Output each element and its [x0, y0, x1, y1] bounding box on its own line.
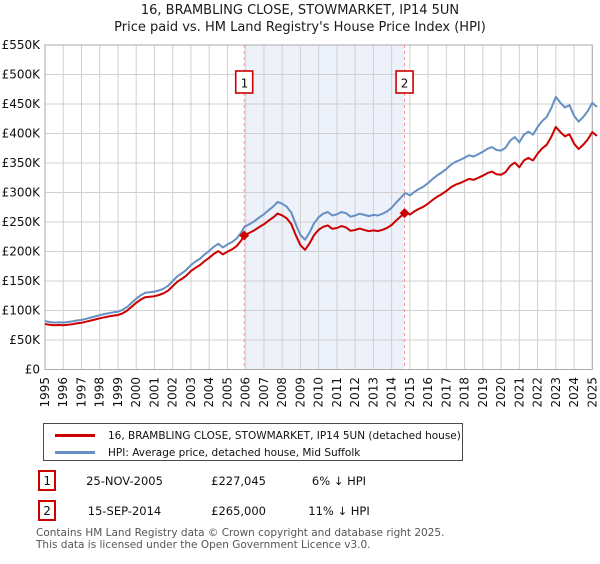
legend-label-hpi: HPI: Average price, detached house, Mid … [108, 446, 361, 459]
x-tick-label: 2019 [476, 377, 490, 408]
sale-flag-label-1: 1 [240, 76, 248, 91]
transaction-2-price: £265,000 [211, 504, 266, 518]
x-tick-label: 2008 [275, 377, 289, 408]
x-tick-label: 2006 [239, 377, 253, 408]
transaction-1-price: £227,045 [211, 474, 266, 488]
y-tick-label: £150K [2, 274, 42, 288]
y-tick-label: £200K [2, 245, 42, 259]
x-tick-label: 1999 [111, 377, 125, 408]
chart-legend: 16, BRAMBLING CLOSE, STOWMARKET, IP14 5U… [43, 423, 463, 461]
x-tick-label: 2012 [348, 377, 362, 408]
transaction-2-date: 15-SEP-2014 [87, 504, 162, 518]
y-tick-label: £500K [2, 68, 42, 82]
between-sales-shading [244, 45, 405, 370]
x-tick-label: 2016 [421, 377, 435, 408]
red-line-swatch-icon [55, 434, 95, 437]
y-tick-label: £450K [2, 97, 42, 111]
x-tick-label: 2001 [147, 377, 161, 408]
sale-point-1 [239, 230, 250, 241]
x-tick-label: 2020 [494, 377, 508, 408]
licence-note: Contains HM Land Registry data © Crown c… [36, 527, 596, 551]
y-tick-label: £550K [2, 38, 42, 52]
x-tick-label: 2005 [220, 377, 234, 408]
x-tick-label: 1997 [74, 377, 88, 408]
x-tick-label: 2023 [549, 377, 563, 408]
x-tick-label: 2002 [166, 377, 180, 408]
transaction-row-2: 2 15-SEP-2014 £265,000 11% ↓ HPI [0, 500, 600, 522]
x-tick-label: 2011 [330, 377, 344, 408]
y-tick-label: £250K [2, 215, 42, 229]
sale-flag-1 [234, 70, 254, 94]
x-tick-label: 1996 [56, 377, 70, 408]
legend-label-property: 16, BRAMBLING CLOSE, STOWMARKET, IP14 5U… [108, 429, 461, 442]
blue-line-swatch-icon [55, 451, 95, 454]
x-tick-label: 2009 [293, 377, 307, 408]
transaction-1-date: 25-NOV-2005 [86, 474, 163, 488]
x-tick-label: 2018 [458, 377, 472, 408]
licence-line-2: This data is licensed under the Open Gov… [36, 538, 371, 551]
legend-item-hpi: HPI: Average price, detached house, Mid … [44, 444, 462, 461]
transaction-1-vs-hpi: 6% ↓ HPI [311, 474, 367, 488]
y-tick-label: £50K [9, 333, 41, 347]
transaction-row-1: 1 25-NOV-2005 £227,045 6% ↓ HPI [0, 470, 600, 492]
x-tick-label: 2024 [567, 377, 581, 408]
sale-point-2 [399, 208, 410, 219]
y-tick-label: £400K [2, 127, 42, 141]
transaction-2-flag: 2 [38, 500, 56, 521]
x-tick-label: 2021 [512, 377, 526, 408]
y-tick-label: £0 [25, 363, 40, 377]
x-tick-label: 2017 [439, 377, 453, 408]
x-tick-label: 2004 [202, 377, 216, 408]
x-tick-label: 1995 [38, 377, 52, 408]
page-title: 16, BRAMBLING CLOSE, STOWMARKET, IP14 5U… [140, 3, 460, 18]
x-tick-label: 2013 [366, 377, 380, 408]
transaction-1-flag: 1 [38, 470, 56, 491]
x-tick-label: 2022 [531, 377, 545, 408]
licence-line-1: Contains HM Land Registry data © Crown c… [36, 527, 445, 539]
sale-flag-2 [395, 70, 414, 94]
legend-item-property: 16, BRAMBLING CLOSE, STOWMARKET, IP14 5U… [44, 427, 462, 444]
transaction-2-vs-hpi: 11% ↓ HPI [308, 504, 370, 518]
y-tick-label: £350K [2, 156, 42, 170]
x-tick-label: 2015 [403, 377, 417, 408]
x-tick-label: 1998 [93, 377, 107, 408]
page-subtitle: Price paid vs. HM Land Registry's House … [114, 20, 486, 35]
x-tick-label: 2000 [129, 377, 143, 408]
y-tick-label: £100K [2, 304, 42, 318]
x-tick-label: 2010 [312, 377, 326, 408]
plot-border [44, 44, 593, 370]
x-tick-label: 2003 [184, 377, 198, 408]
x-tick-label: 2007 [257, 377, 271, 408]
x-tick-label: 2014 [385, 377, 399, 408]
sale-flag-label-2: 2 [401, 76, 409, 91]
y-tick-label: £300K [2, 186, 42, 200]
hpi-line [44, 95, 598, 324]
property-price-line [44, 125, 598, 327]
x-tick-label: 2025 [585, 377, 599, 408]
